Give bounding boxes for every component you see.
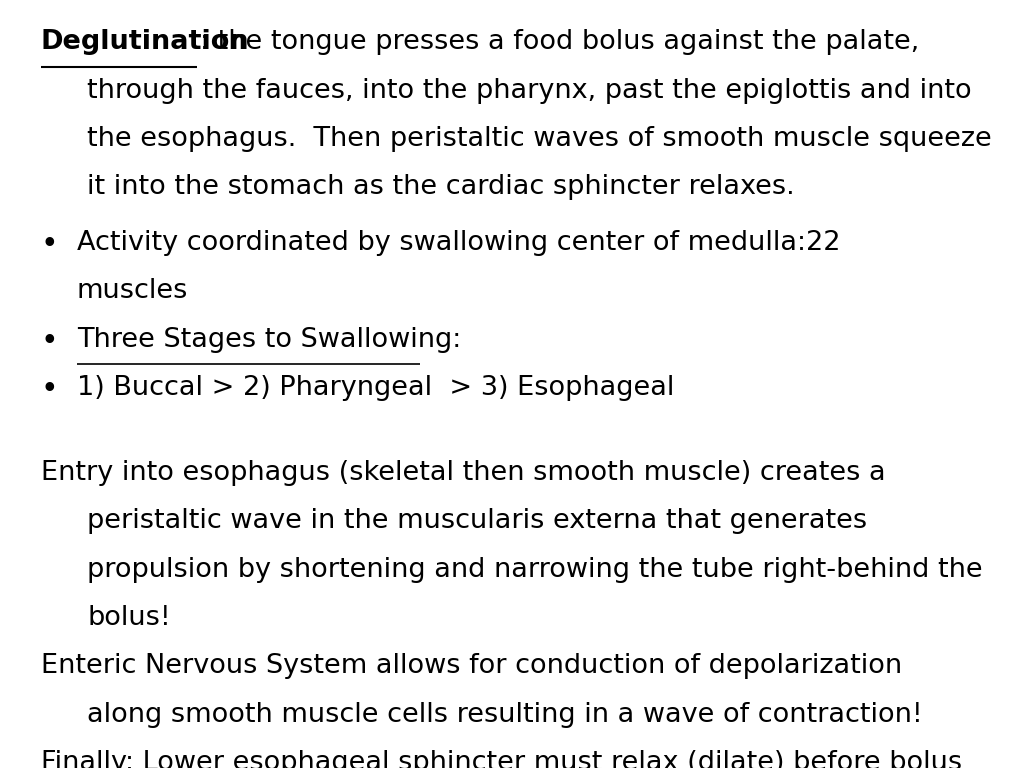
Text: bolus!: bolus! — [87, 605, 171, 631]
Text: 1) Buccal > 2) Pharyngeal  > 3) Esophageal: 1) Buccal > 2) Pharyngeal > 3) Esophagea… — [77, 375, 674, 401]
Text: Finally: Lower esophageal sphincter must relax (dilate) before bolus: Finally: Lower esophageal sphincter must… — [41, 750, 963, 768]
Text: Three Stages to Swallowing:: Three Stages to Swallowing: — [77, 326, 461, 353]
Text: muscles: muscles — [77, 278, 188, 304]
Text: •: • — [41, 326, 58, 356]
Text: Enteric Nervous System allows for conduction of depolarization: Enteric Nervous System allows for conduc… — [41, 654, 902, 680]
Text: •: • — [41, 375, 58, 404]
Text: the esophagus.  Then peristaltic waves of smooth muscle squeeze: the esophagus. Then peristaltic waves of… — [87, 126, 992, 152]
Text: Entry into esophagus (skeletal then smooth muscle) creates a: Entry into esophagus (skeletal then smoo… — [41, 460, 886, 486]
Text: propulsion by shortening and narrowing the tube right-behind the: propulsion by shortening and narrowing t… — [87, 557, 983, 583]
Text: it into the stomach as the cardiac sphincter relaxes.: it into the stomach as the cardiac sphin… — [87, 174, 795, 200]
Text: : the tongue presses a food bolus against the palate,: : the tongue presses a food bolus agains… — [200, 29, 919, 55]
Text: Deglutination: Deglutination — [41, 29, 250, 55]
Text: •: • — [41, 230, 58, 259]
Text: peristaltic wave in the muscularis externa that generates: peristaltic wave in the muscularis exter… — [87, 508, 867, 535]
Text: Activity coordinated by swallowing center of medulla:22: Activity coordinated by swallowing cente… — [77, 230, 841, 256]
Text: through the fauces, into the pharynx, past the epiglottis and into: through the fauces, into the pharynx, pa… — [87, 78, 972, 104]
Text: along smooth muscle cells resulting in a wave of contraction!: along smooth muscle cells resulting in a… — [87, 702, 923, 728]
